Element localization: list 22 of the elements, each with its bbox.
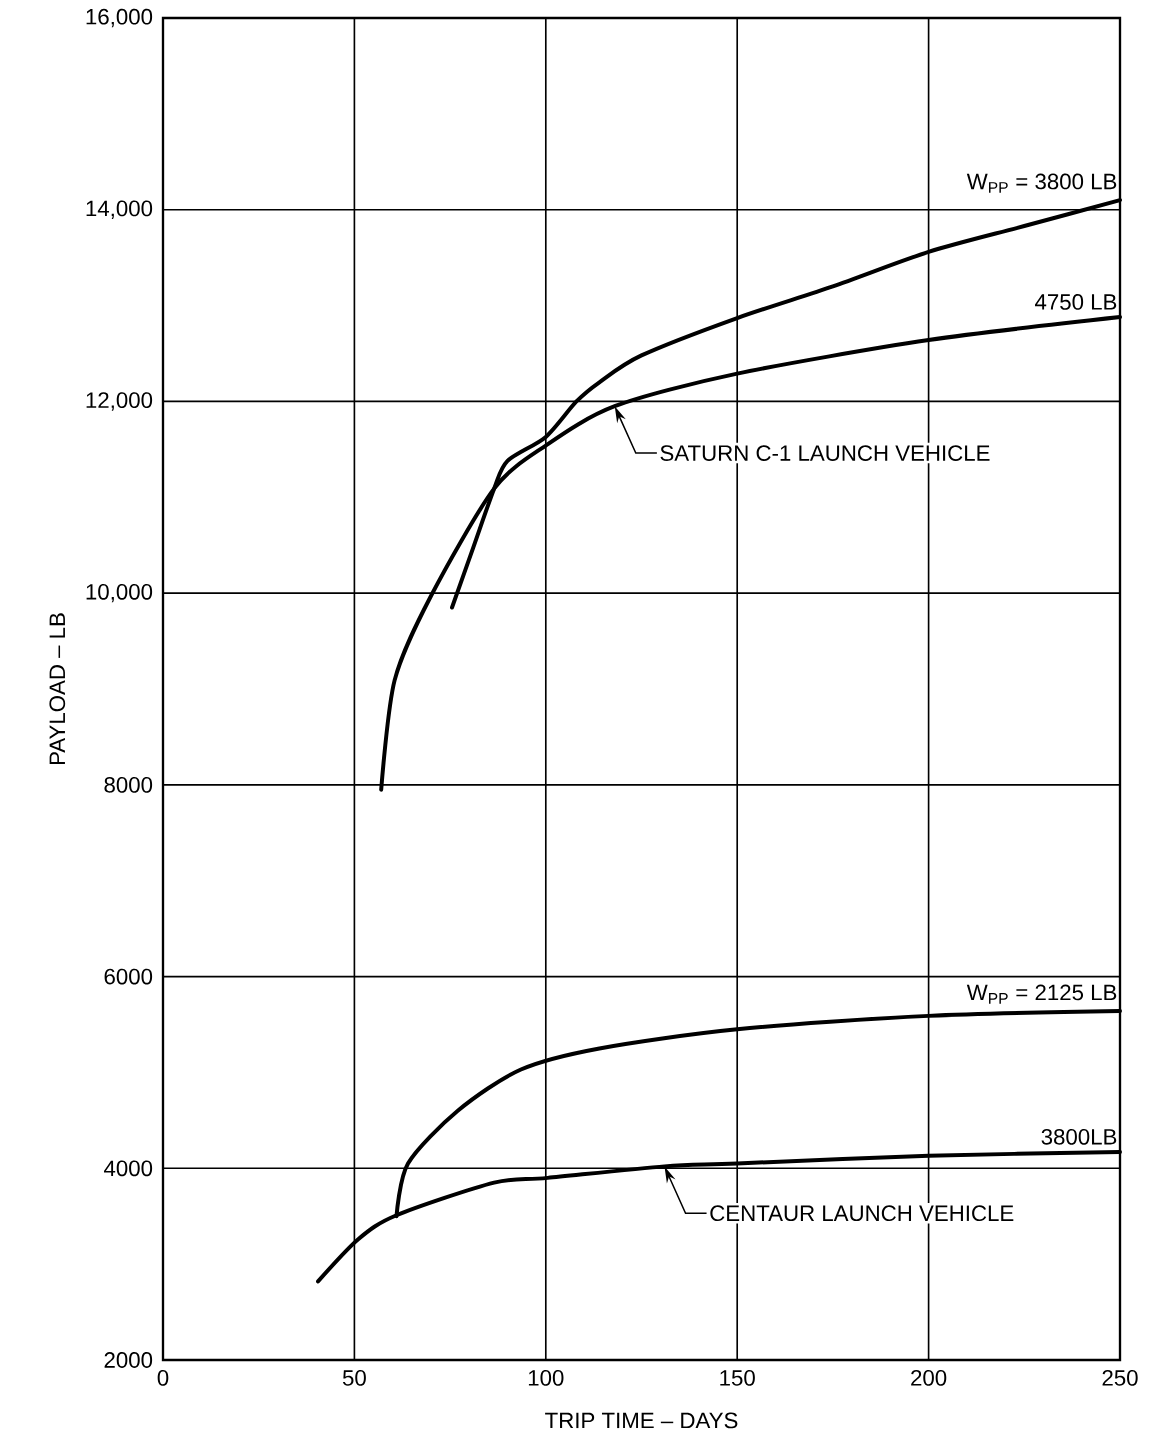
annotation: SATURN C-1 LAUNCH VEHICLE: [660, 445, 990, 461]
y-tick-label: 12,000: [86, 392, 153, 411]
annotation: CENTAUR LAUNCH VEHICLE: [710, 1205, 1014, 1222]
y-tick-label: 16,000: [86, 8, 153, 28]
x-tick-label: 250: [1102, 1369, 1138, 1386]
x-axis-title: TRIP TIME – DAYS: [545, 1412, 738, 1429]
y-tick-label: 4000: [104, 1160, 153, 1177]
series-label: W$_{PP}$ = 3800 LB: [966, 173, 1117, 193]
y-tick-label: 8000: [104, 776, 153, 793]
x-tick-label: 150: [720, 1369, 755, 1386]
series-label: 4750 LB: [1035, 294, 1117, 310]
y-tick-label: 6000: [104, 968, 153, 985]
x-tick-label: 100: [528, 1369, 564, 1386]
x-tick-label: 200: [911, 1369, 947, 1386]
x-tick-label: 50: [342, 1369, 366, 1386]
y-tick-label: 14,000: [86, 200, 153, 219]
y-tick-label: 10,000: [86, 583, 153, 603]
y-tick-label: 2000: [104, 1352, 153, 1368]
series-label: W$_{PP}$ = 2125 LB: [966, 984, 1117, 1004]
series-label: 3800LB: [1041, 1128, 1117, 1145]
y-axis-title: PAYLOAD – LB: [49, 613, 66, 765]
x-tick-label: 0: [157, 1369, 169, 1386]
